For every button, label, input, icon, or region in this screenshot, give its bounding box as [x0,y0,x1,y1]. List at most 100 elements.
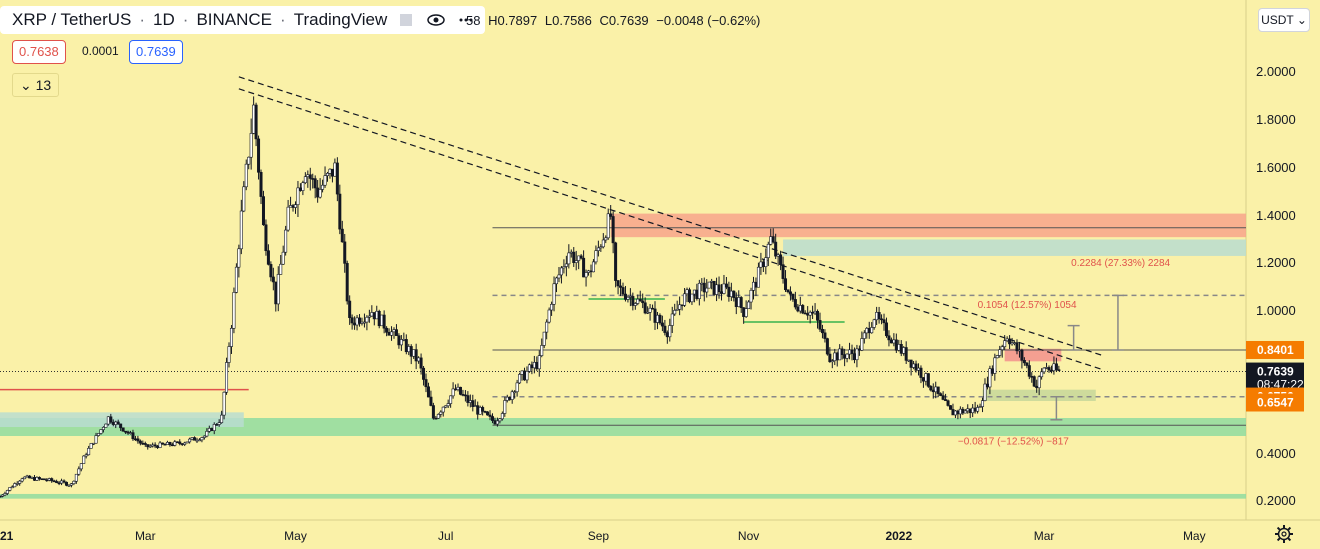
square-icon[interactable] [395,9,417,31]
candle-body [165,441,169,445]
candle-body [882,319,886,324]
candle-body [857,348,861,351]
candle-body [909,359,913,368]
candle-body [754,281,758,288]
x-tick-label: Mar [135,529,156,543]
gear-icon[interactable] [1274,524,1294,544]
candle-body [407,346,411,353]
candle-body [229,327,233,347]
symbol-name[interactable]: XRP / TetherUS [12,10,132,29]
candle-body [390,331,394,336]
candle-body [574,260,578,263]
candle-body [623,293,627,300]
candle-body [170,444,174,447]
candle-body [195,439,199,442]
candle-body [129,432,133,434]
candle-body [207,428,211,432]
candle-body [1000,346,1004,350]
candle-body [109,416,113,423]
candle-body [89,443,93,449]
symbol-info[interactable]: XRP / TetherUS · 1D · BINANCE · TradingV… [0,6,486,34]
ohlc-values: 58 H0.7897 L0.7586 C0.7639 −0.0048 (−0.6… [466,13,764,28]
candle-body [944,399,948,402]
candle-body [921,377,925,382]
candle-body [648,307,652,313]
candle-body [232,292,236,329]
candle-body [311,178,315,180]
candle-body [23,476,27,480]
candle-body [949,405,953,410]
candle-body [685,289,689,295]
candle-body [257,138,261,173]
candle-body [697,283,701,299]
candle-body [74,473,78,482]
candle-body [537,355,541,370]
price-axis[interactable] [1246,0,1320,549]
candle-body [225,362,229,393]
candle-body [719,291,723,294]
buy-price-button[interactable]: 0.7639 [129,40,183,64]
currency-selector[interactable]: USDT ⌄ [1258,8,1310,32]
candle-body [328,168,332,174]
candle-body [734,297,738,307]
candle-body [10,486,14,489]
candle-body [0,494,4,497]
candle-body [84,454,88,457]
candle-body [589,270,593,273]
candle-body [655,314,659,323]
candle-body [606,213,610,239]
candle-body [668,325,672,338]
candle-body [835,352,839,361]
candle-body [552,283,556,305]
candle-body [473,405,477,407]
candle-body [643,302,647,314]
candle-body [40,478,44,481]
candle-body [375,310,379,320]
candle-body [298,187,302,191]
candle-body [486,411,490,416]
measure-label: 0.2284 (27.33%) 2284 [1071,258,1170,269]
sell-price-button[interactable]: 0.7638 [12,40,66,64]
candle-body [444,405,448,408]
candle-body [94,435,98,444]
candle-body [261,196,265,226]
candle-body [451,388,455,397]
candle-body [848,349,852,355]
candle-body [180,443,184,445]
candle-body [237,248,241,268]
trendline [238,88,1104,371]
candle-body [951,409,955,416]
candle-body [212,424,216,431]
candle-body [626,296,630,300]
candle-body [330,168,334,177]
price-axis-label-text: 0.6547 [1257,396,1294,410]
zone-support-left [0,412,244,427]
zone-short-support [982,389,1096,401]
candle-body [32,477,36,481]
candle-body [481,407,485,412]
candle-body [621,287,625,295]
interval-label[interactable]: 1D [153,10,175,29]
candle-body [966,408,970,412]
candle-body [803,312,807,315]
x-tick-label: 2021 [0,529,14,543]
candle-body [796,306,800,312]
candle-body [126,431,130,434]
candle-body [737,297,741,307]
y-tick-label: 1.6000 [1256,160,1296,175]
candle-body [700,282,704,285]
candle-body [392,329,396,333]
candle-body [47,478,51,481]
candle-body [220,414,224,423]
more-dots-icon[interactable] [455,9,477,31]
candle-body [340,228,344,243]
candle-body [343,241,347,264]
indicators-toggle[interactable]: ⌄ 13 [12,73,60,97]
eye-icon[interactable] [425,9,447,31]
candle-body [0,495,2,498]
candle-body [188,438,192,443]
candle-body [358,317,362,324]
candle-body [1035,385,1039,389]
candle-body [971,407,975,414]
